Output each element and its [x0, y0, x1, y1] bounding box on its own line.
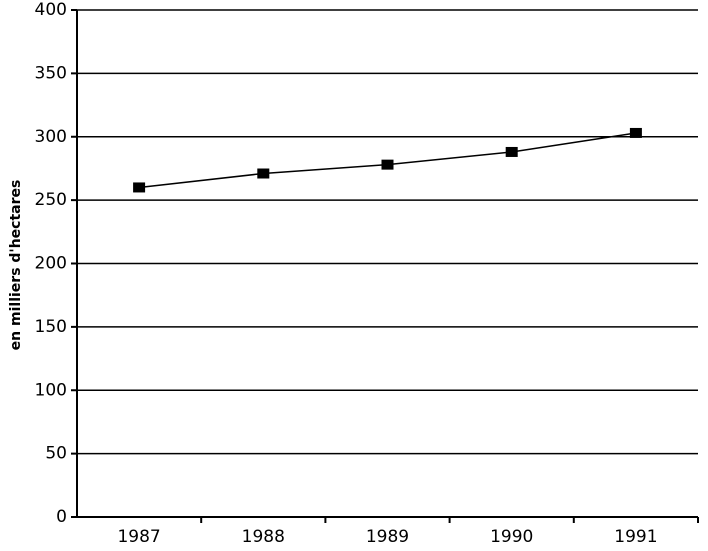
y-tick-label: 400 [35, 0, 67, 20]
marker [133, 182, 146, 193]
y-axis-label: en milliers d'hectares [8, 180, 24, 351]
y-tick-label: 50 [45, 444, 67, 464]
y-tick-label: 350 [35, 63, 67, 83]
y-tick-label: 200 [35, 254, 67, 274]
y-tick-label: 300 [35, 127, 67, 147]
marker [381, 159, 394, 170]
x-tick-label: 1988 [242, 527, 285, 547]
marker [629, 127, 642, 138]
y-tick-label: 0 [56, 507, 67, 527]
x-tick-label: 1991 [614, 527, 657, 547]
y-tick-label: 100 [35, 380, 67, 400]
y-tick-label: 250 [35, 190, 67, 210]
x-tick-label: 1989 [366, 527, 409, 547]
y-tick-label: 150 [35, 317, 67, 337]
marker [257, 168, 270, 179]
marker [505, 146, 518, 157]
x-tick-label: 1987 [117, 527, 160, 547]
x-tick-label: 1990 [490, 527, 533, 547]
